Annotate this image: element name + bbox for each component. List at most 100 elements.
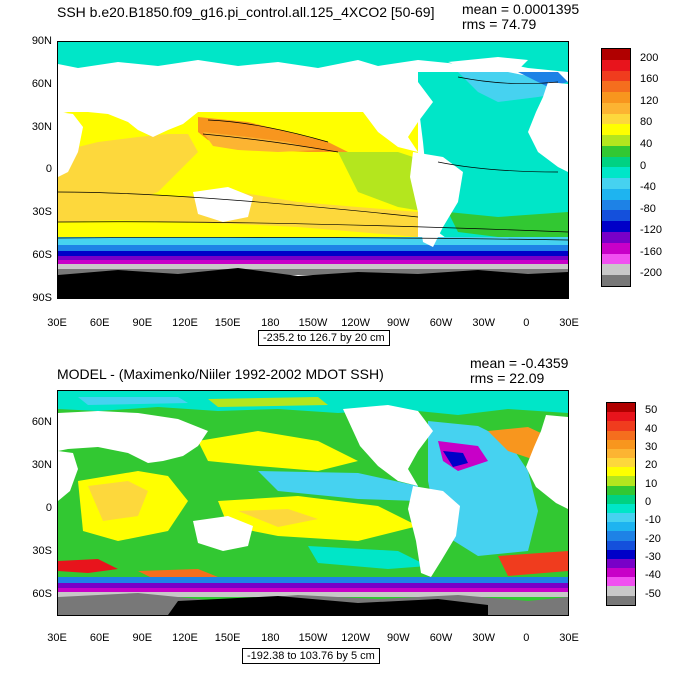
colorbar-swatch — [607, 421, 635, 431]
colorbar-swatch — [602, 59, 630, 71]
lat-label: 60N — [31, 78, 52, 90]
colorbar-swatch — [607, 430, 635, 440]
map-title: MODEL - (Maximenko/Niiler 1992-2002 MDOT… — [57, 366, 384, 382]
colorbar-swatch — [602, 145, 630, 157]
colorbar-swatch — [602, 232, 630, 243]
lon-label: 120W — [341, 317, 371, 329]
colorbar-swatch — [607, 403, 635, 413]
lon-label: 60W — [429, 632, 453, 644]
colorbar-label: 200 — [640, 51, 659, 64]
contour-range-label: -192.38 to 103.76 by 5 cm — [242, 648, 380, 664]
lon-label: 120E — [172, 317, 198, 329]
lat-label: 30N — [31, 121, 52, 133]
lon-label: 0 — [523, 317, 530, 329]
lat-label: 0 — [45, 502, 52, 514]
lon-label: 0 — [523, 632, 530, 644]
colorbar-swatch — [602, 135, 630, 146]
lat-label: 60N — [31, 416, 52, 428]
colorbar-swatch — [602, 156, 630, 168]
colorbar-swatch — [607, 476, 635, 486]
colorbar-label: -120 — [640, 224, 663, 237]
lon-label: 30E — [47, 632, 67, 644]
colorbar-label: -10 — [645, 514, 661, 527]
colorbar-swatch — [602, 210, 630, 222]
colorbar-swatch — [602, 70, 630, 82]
lon-label: 150E — [214, 632, 241, 644]
lon-label: 180 — [261, 632, 280, 644]
colorbar-swatch — [602, 199, 630, 211]
colorbar-label: 120 — [640, 94, 659, 107]
map-title: SSH b.e20.B1850.f09_g16.pi_control.all.1… — [57, 4, 435, 20]
colorbar-swatch — [607, 494, 635, 504]
lon-label: 90W — [387, 632, 410, 644]
colorbar-label: 30 — [645, 440, 658, 453]
ssh-difference-map — [58, 391, 568, 615]
lon-label: 150W — [298, 317, 328, 329]
lat-label: 30N — [31, 459, 52, 471]
colorbar-swatch — [602, 242, 630, 254]
lon-label: 60E — [89, 317, 110, 329]
lon-label: 180 — [261, 317, 280, 329]
colorbar-swatch — [602, 178, 630, 189]
contour-range-label: -235.2 to 126.7 by 20 cm — [258, 330, 390, 346]
colorbar-swatch — [607, 558, 635, 569]
lon-label: 60E — [89, 632, 110, 644]
lon-label: 120W — [341, 632, 371, 644]
lon-label: 150W — [298, 632, 328, 644]
mean-value: mean = 0.0001395 — [462, 1, 580, 17]
colorbar-swatch — [607, 531, 635, 541]
colorbar-swatch — [602, 264, 630, 276]
colorbar-swatch — [607, 485, 635, 495]
colorbar-swatch — [607, 503, 635, 514]
colorbar-label: -50 — [645, 587, 661, 600]
colorbar-swatch — [602, 253, 630, 265]
lon-label: 30E — [47, 317, 67, 329]
colorbar-label: 0 — [640, 159, 647, 172]
colorbar-swatch — [602, 102, 630, 114]
lon-label: 90E — [132, 632, 153, 644]
colorbar-swatch — [602, 124, 630, 136]
colorbar-label: -30 — [645, 551, 661, 564]
colorbar-label: -200 — [640, 267, 663, 280]
colorbar-swatch — [607, 522, 635, 532]
colorbar-label: -40 — [645, 569, 661, 582]
colorbar — [601, 48, 631, 287]
colorbar-swatch — [602, 188, 630, 200]
colorbar-swatch — [607, 595, 635, 605]
lon-label: 30W — [472, 632, 495, 644]
colorbar-label: 10 — [645, 477, 658, 490]
colorbar-label: 80 — [640, 116, 653, 129]
lat-label: 30S — [32, 206, 52, 218]
colorbar-swatch — [602, 167, 630, 179]
lon-label: 30E — [559, 317, 579, 329]
lat-label: 60S — [32, 588, 52, 600]
colorbar-swatch — [607, 439, 635, 449]
colorbar-swatch — [607, 448, 635, 459]
colorbar-label: 20 — [645, 459, 658, 472]
colorbar-swatch — [602, 275, 630, 286]
lon-label: 90E — [132, 317, 153, 329]
colorbar-swatch — [602, 92, 630, 103]
colorbar-label: -160 — [640, 245, 663, 258]
colorbar-label: 50 — [645, 404, 658, 417]
colorbar-swatch — [607, 586, 635, 596]
map-plot-area — [57, 41, 569, 299]
colorbar-swatch — [607, 549, 635, 559]
lon-label: 120E — [172, 632, 198, 644]
colorbar-label: 40 — [640, 137, 653, 150]
lon-label: 30E — [559, 632, 579, 644]
lon-label: 90W — [387, 317, 410, 329]
map-plot-area — [57, 390, 569, 616]
colorbar-swatch — [607, 458, 635, 468]
rms-value: rms = 74.79 — [462, 16, 537, 32]
colorbar-label: 160 — [640, 73, 659, 86]
colorbar-swatch — [602, 221, 630, 233]
lat-label: 60S — [32, 249, 52, 261]
rms-value: rms = 22.09 — [470, 370, 545, 386]
colorbar-swatch — [602, 113, 630, 125]
colorbar-swatch — [607, 513, 635, 523]
ssh-field-map — [58, 42, 568, 298]
lon-label: 60W — [429, 317, 453, 329]
colorbar-label: 0 — [645, 496, 652, 508]
lat-label: 0 — [45, 163, 52, 175]
